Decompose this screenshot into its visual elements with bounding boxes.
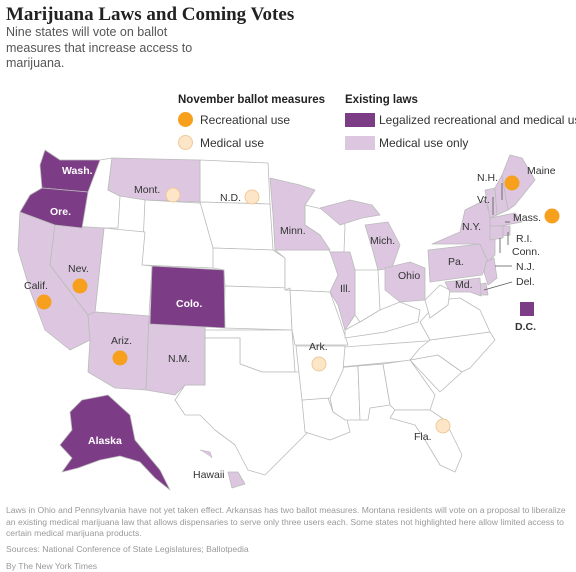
label-ark: Ark. (309, 341, 328, 353)
label-mont: Mont. (134, 184, 160, 196)
recreational-dot-icon (178, 112, 193, 127)
label-nd: N.D. (220, 192, 241, 204)
ballot-dot-ariz-recreational (112, 350, 128, 366)
state-kansas (223, 285, 293, 331)
label-nh: N.H. (477, 172, 498, 184)
state-alaska (59, 394, 171, 491)
ballot-dot-mass-recreational (544, 208, 560, 224)
label-mich: Mich. (370, 235, 395, 247)
state-rhode-island (502, 225, 511, 237)
label-wash: Wash. (62, 165, 93, 177)
state-michigan-upper (319, 199, 381, 226)
legalized-swatch-icon (345, 113, 375, 127)
legend-medical-use: Medical use (178, 135, 328, 153)
state-labels: Wash. Ore. Calif. Nev. Ariz. Mont. N.D. … (24, 165, 556, 481)
legend-label: Medical use (200, 136, 265, 150)
state-west-virginia (424, 284, 451, 319)
state-missouri (284, 287, 349, 346)
legend-label: Legalized recreational and medical uses (379, 113, 576, 127)
medical-dot-icon (178, 135, 193, 150)
label-ill: Ill. (340, 283, 351, 295)
page-title: Marijuana Laws and Coming Votes (6, 4, 295, 25)
ballot-dot-ark-medical (311, 356, 327, 372)
footnote: Laws in Ohio and Pennsylvania have not y… (6, 505, 566, 538)
ballot-dot-calif-recreational (36, 294, 52, 310)
state-texas (174, 337, 311, 476)
label-md: Md. (455, 279, 473, 291)
state-illinois (329, 251, 356, 331)
state-utah (94, 227, 153, 317)
label-nm: N.M. (168, 353, 190, 365)
legend-label: Medical use only (379, 136, 469, 150)
label-minn: Minn. (280, 225, 306, 237)
state-new-jersey (483, 257, 498, 286)
legend-label: Recreational use (200, 113, 291, 127)
legend-legalized: Legalized recreational and medical uses (345, 112, 576, 130)
label-dc: D.C. (515, 321, 536, 333)
ballot-dots (36, 175, 560, 434)
state-minnesota (269, 177, 331, 251)
label-conn: Conn. (512, 246, 540, 258)
label-colo: Colo. (176, 298, 202, 310)
label-ri: R.I. (516, 233, 532, 245)
label-fla: Fla. (414, 431, 432, 443)
state-kentucky (344, 301, 421, 339)
state-colorado (149, 265, 226, 329)
legend-medical-only: Medical use only (345, 135, 545, 153)
legend-recreational-use: Recreational use (178, 112, 328, 130)
label-calif: Calif. (24, 280, 48, 292)
label-vt: Vt. (477, 194, 490, 206)
state-connecticut (489, 225, 504, 241)
dc-square (520, 302, 534, 316)
label-pa: Pa. (448, 256, 464, 268)
page-subtitle: Nine states will vote on ballot measures… (6, 25, 193, 70)
sources: Sources: National Conference of State Le… (6, 544, 249, 554)
label-maine: Maine (527, 165, 556, 177)
label-nj: N.J. (516, 261, 535, 273)
label-hawaii: Hawaii (193, 469, 225, 481)
label-alaska: Alaska (88, 435, 122, 447)
label-ore: Ore. (50, 206, 71, 218)
state-hawaii (199, 449, 246, 489)
state-louisiana (301, 397, 351, 441)
state-north-carolina (409, 331, 496, 373)
state-oregon (19, 187, 89, 229)
state-maryland (444, 277, 482, 297)
state-arkansas (295, 345, 346, 401)
label-nev: Nev. (68, 263, 89, 275)
ballot-dot-maine-recreational (504, 175, 520, 191)
medical-only-swatch-icon (345, 136, 375, 150)
ballot-dot-mont-medical (165, 187, 181, 203)
label-ariz: Ariz. (111, 335, 132, 347)
ballot-dot-nev-recreational (72, 278, 88, 294)
ballot-dot-fla-medical (435, 418, 451, 434)
us-map: Wash. Ore. Calif. Nev. Ariz. Mont. N.D. … (17, 149, 560, 491)
state-massachusetts (489, 212, 523, 227)
label-mass: Mass. (513, 212, 541, 224)
credit: By The New York Times (6, 561, 98, 571)
label-ny: N.Y. (462, 221, 481, 233)
label-del: Del. (516, 276, 535, 288)
ballot-dot-nd-medical (244, 189, 260, 205)
legend-ballot-heading: November ballot measures (178, 94, 326, 106)
legend-laws-heading: Existing laws (345, 94, 418, 106)
state-ohio (384, 261, 426, 303)
label-ohio: Ohio (398, 270, 420, 282)
